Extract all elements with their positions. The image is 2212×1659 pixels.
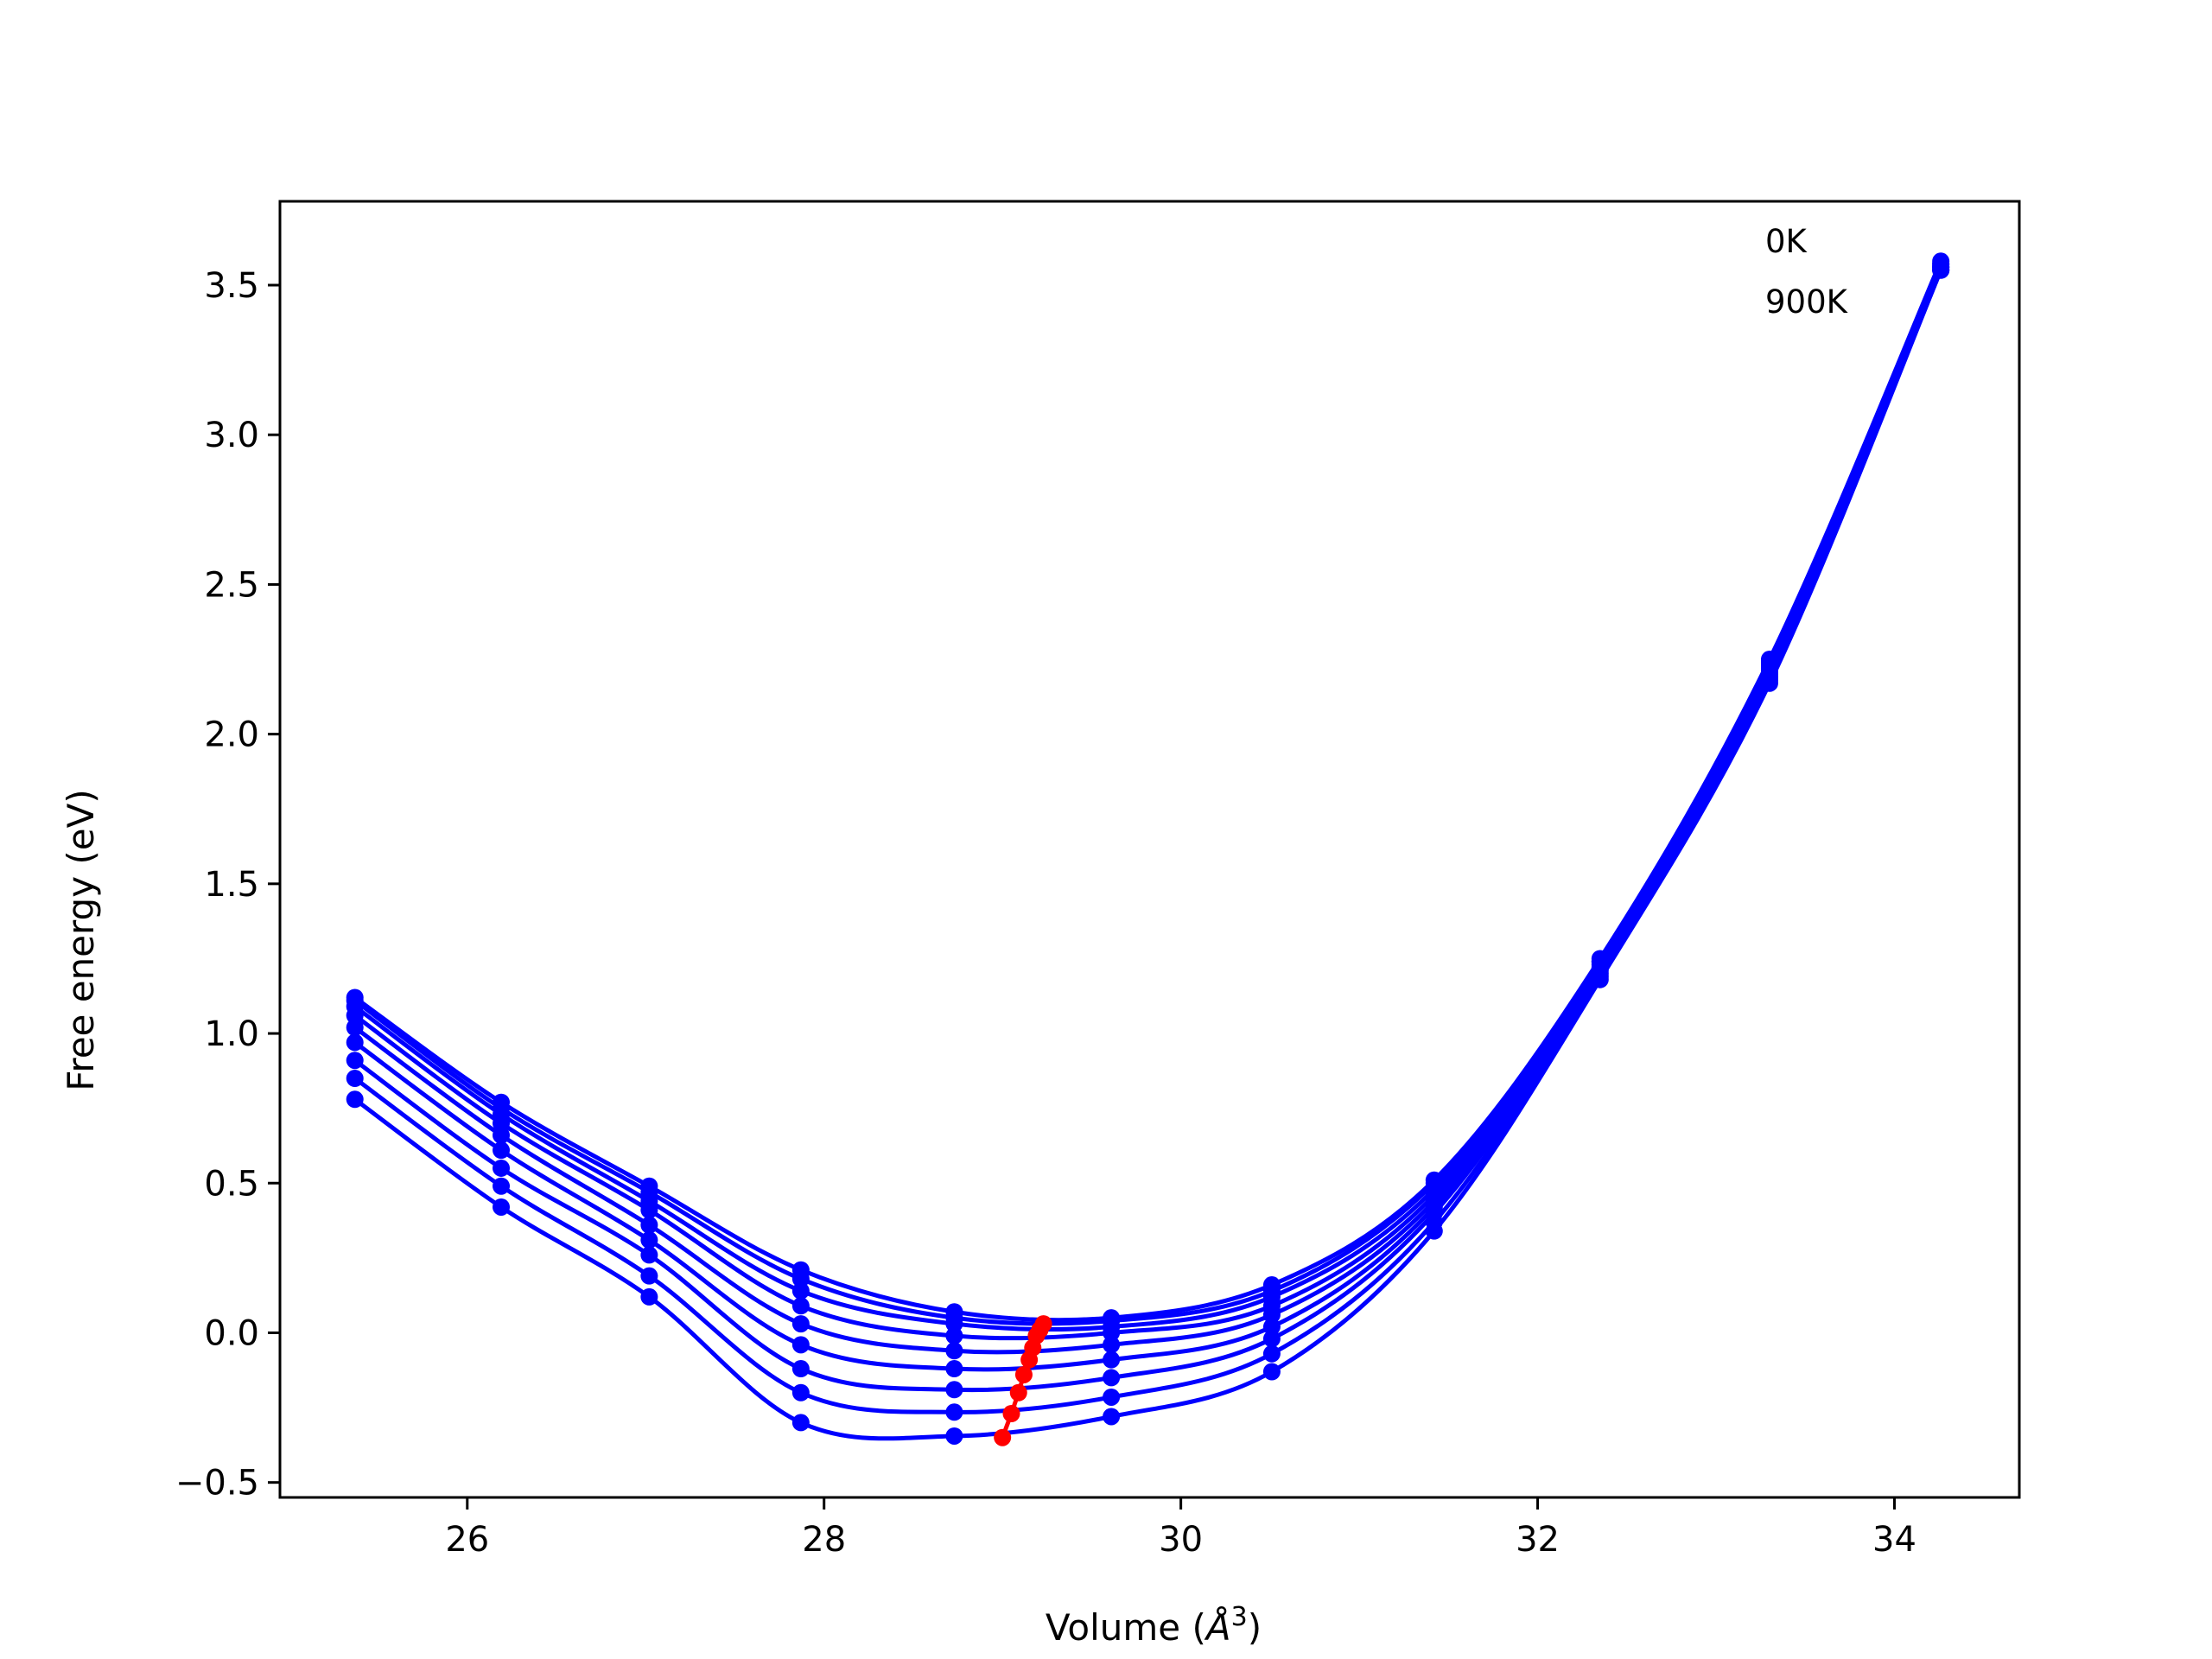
fit-curve-8 [353,260,1943,1323]
data-point-6-3 [791,1281,810,1300]
data-point-1-6 [1262,1344,1281,1363]
data-point-2-6 [1262,1330,1281,1348]
data-point-1-0 [346,1070,364,1088]
fit-curve-0 [353,269,1943,1441]
y-tick-label-3: 1.0 [204,1014,259,1054]
data-point-8-2 [640,1177,658,1195]
minimum-point-0 [994,1428,1012,1446]
data-point-3-3 [791,1336,810,1354]
x-axis-ticks: 26 28 30 32 34 [445,1497,1916,1560]
data-point-0-3 [791,1414,810,1432]
data-point-2-2 [640,1246,658,1264]
fit-curve-3 [353,266,1943,1372]
minimum-point-8 [1034,1315,1052,1333]
minimum-point-3 [1014,1365,1033,1383]
data-point-2-1 [493,1159,511,1177]
data-point-1-2 [640,1267,658,1285]
fit-curve-1 [353,269,1943,1414]
y-tick-label-7: 3.0 [204,416,259,455]
data-point-2-5 [1103,1369,1121,1387]
fit-curves [353,260,1943,1441]
y-tick-label-0: −0.5 [175,1464,259,1503]
data-point-4-2 [640,1216,658,1234]
y-axis-label: Free energy (eV) [60,789,102,1091]
data-point-2-4 [945,1381,963,1399]
y-axis-ticks: −0.5 0.0 0.5 1.0 1.5 2.0 2.5 3.0 3.5 [175,266,280,1503]
data-point-4-5 [1103,1336,1121,1354]
annotation-0k: 0K [1765,223,1808,260]
x-tick-label-4: 34 [1872,1520,1916,1560]
x-tick-label-3: 32 [1516,1520,1560,1560]
data-point-8-4 [945,1303,963,1321]
minimum-point-2 [1009,1383,1027,1402]
data-point-3-0 [346,1033,364,1052]
data-point-3-6 [1262,1318,1281,1336]
x-tick-label-2: 30 [1159,1520,1203,1560]
data-point-4-0 [346,1019,364,1037]
data-point-3-5 [1103,1351,1121,1369]
x-axis-label: Volume (Å3) [1046,1602,1262,1649]
data-point-4-4 [945,1342,963,1360]
data-point-1-5 [1103,1388,1121,1406]
data-point-2-3 [791,1360,810,1378]
plot-frame [278,200,2021,1499]
data-point-5-4 [945,1326,963,1344]
data-point-8-8 [1591,950,1609,968]
data-point-8-10 [1932,252,1950,270]
data-point-0-5 [1103,1408,1121,1426]
data-point-3-4 [945,1360,963,1378]
y-tick-label-4: 1.5 [204,865,259,905]
data-point-4-1 [493,1126,511,1144]
data-point-3-2 [640,1231,658,1249]
y-tick-label-6: 2.5 [204,565,259,605]
data-point-8-1 [493,1093,511,1111]
data-point-8-6 [1262,1276,1281,1294]
x-tick-label-1: 28 [802,1520,846,1560]
data-point-3-1 [493,1141,511,1160]
data-point-8-7 [1425,1171,1443,1189]
data-point-4-3 [791,1315,810,1333]
y-tick-label-5: 2.0 [204,715,259,755]
y-tick-label-2: 0.5 [204,1164,259,1204]
minimum-markers [994,1315,1052,1446]
data-point-1-3 [791,1383,810,1402]
data-point-0-2 [640,1287,658,1306]
y-tick-label-8: 3.5 [204,266,259,306]
data-point-0-6 [1262,1363,1281,1381]
x-tick-label-0: 26 [445,1520,489,1560]
minimum-point-1 [1002,1405,1020,1423]
data-point-0-0 [346,1090,364,1109]
y-tick-label-1: 0.0 [204,1313,259,1353]
data-point-2-0 [346,1052,364,1070]
data-point-0-1 [493,1198,511,1216]
data-point-8-9 [1760,651,1778,669]
data-point-5-3 [791,1297,810,1315]
data-point-1-1 [493,1177,511,1195]
data-point-8-5 [1103,1309,1121,1327]
annotation-900k: 900K [1765,283,1849,321]
fit-curve-2 [353,269,1943,1393]
fit-curve-7 [353,263,1943,1326]
data-point-8-0 [346,988,364,1007]
data-point-1-4 [945,1403,963,1421]
data-point-8-3 [791,1261,810,1279]
data-point-0-4 [945,1427,963,1445]
data-points [346,252,1950,1445]
